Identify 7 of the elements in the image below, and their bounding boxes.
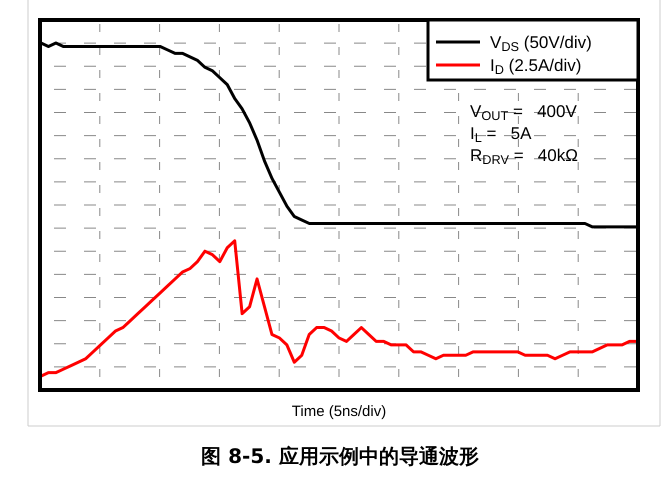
text: 图 8-5. 应用示例中的导通波形 bbox=[201, 444, 479, 468]
x-axis-title: Time (5ns/div) bbox=[292, 403, 386, 420]
legend-label: V$_{DS}$ (50V/div) bbox=[490, 33, 592, 54]
annotation: I$_{L}$ = 5A bbox=[470, 124, 532, 146]
annotation: R$_{DRV}$ = 40kΩ bbox=[470, 146, 578, 168]
annotation: V$_{OUT}$ = 400V bbox=[470, 102, 578, 124]
legend-label: I$_{D}$ (2.5A/div) bbox=[490, 56, 582, 78]
